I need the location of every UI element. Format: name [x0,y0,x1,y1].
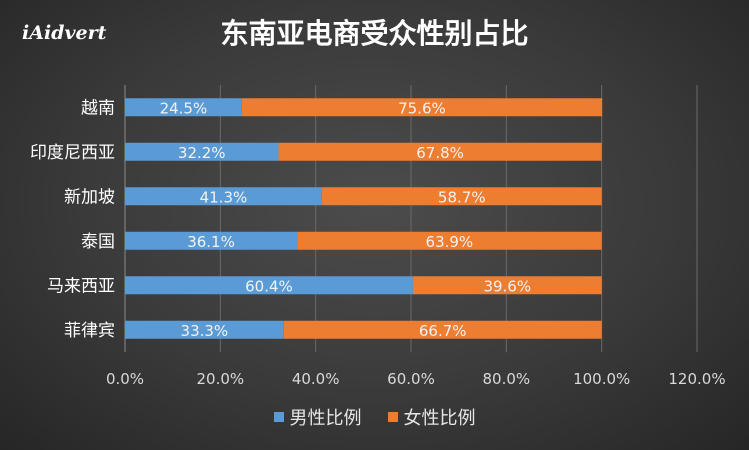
data-label: 66.7% [419,322,467,340]
x-tick-label: 60.0% [387,370,435,388]
x-tick-label: 80.0% [483,370,531,388]
bar-segment [412,276,602,295]
data-label: 32.2% [178,144,226,162]
legend-swatch-male [273,412,284,422]
category-label: 印度尼西亚 [30,143,115,163]
x-tick-label: 20.0% [197,370,245,388]
bar-segment [125,98,242,117]
data-label: 41.3% [200,188,248,206]
bar-segment [283,320,602,339]
x-tick-label: 40.0% [292,370,340,388]
category-label: 泰国 [81,232,115,252]
x-tick-label: 100.0% [573,370,630,388]
bar-segment [297,231,602,250]
data-label: 75.6% [398,99,446,117]
data-label: 33.3% [181,322,229,340]
legend-label-male: 男性比例 [289,408,362,429]
chart-title: 东南亚电商受众性别占比 [220,17,529,50]
bar-segment [125,187,322,206]
bar-segment [321,187,602,206]
data-label: 63.9% [426,233,474,251]
data-label: 58.7% [438,188,486,206]
legend-item-female: 女性比例 [387,404,476,430]
bar-segment [278,142,602,161]
legend-item-male: 男性比例 [273,404,362,430]
category-label: 菲律宾 [64,321,115,341]
data-label: 24.5% [160,99,208,117]
chart-legend: 男性比例 女性比例 [0,404,749,430]
legend-label-female: 女性比例 [403,408,476,429]
bar-segment [125,320,284,339]
data-label: 67.8% [416,144,464,162]
x-tick-label: 120.0% [668,370,725,388]
data-label: 60.4% [245,277,293,295]
category-label: 马来西亚 [47,276,115,296]
bar-segment [125,231,298,250]
bar-segment [125,276,413,295]
brand-logo: iAidvert [22,22,107,44]
data-label: 36.1% [187,233,235,251]
legend-swatch-female [387,412,398,422]
bar-segment [241,98,603,117]
category-label: 新加坡 [64,187,115,207]
category-label: 越南 [81,98,115,118]
x-tick-label: 0.0% [106,370,144,388]
data-label: 39.6% [483,277,531,295]
bar-segment [125,142,279,161]
